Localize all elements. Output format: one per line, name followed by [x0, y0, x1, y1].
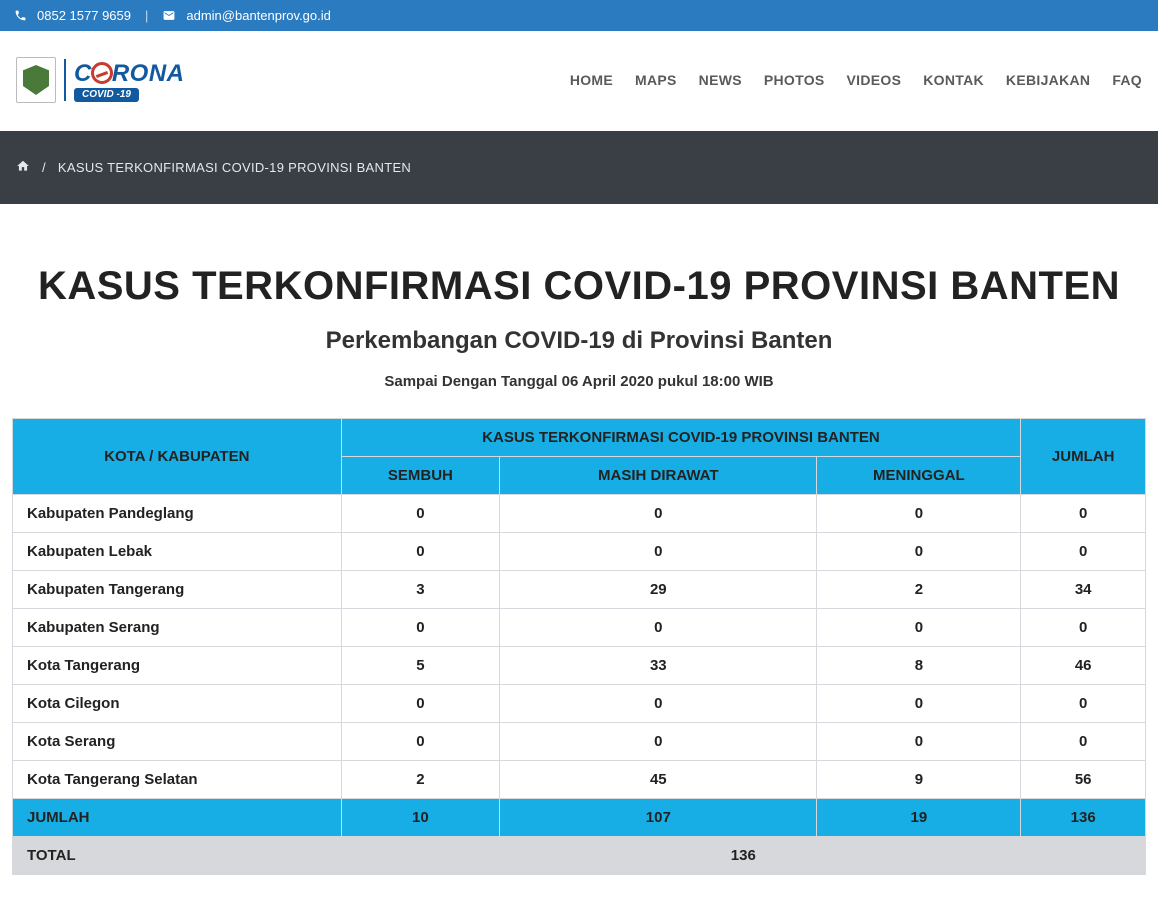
cell-region: Kota Serang	[13, 723, 342, 761]
cell-jumlah: 0	[1021, 685, 1146, 723]
cell-region: Kabupaten Tangerang	[13, 571, 342, 609]
nav-kebijakan[interactable]: KEBIJAKAN	[1006, 72, 1090, 88]
total-value: 136	[341, 837, 1145, 875]
cell-jumlah: 34	[1021, 571, 1146, 609]
phone-icon	[14, 8, 27, 23]
cell-region: Kabupaten Pandeglang	[13, 495, 342, 533]
email-icon	[162, 8, 176, 23]
cell-dirawat: 45	[500, 761, 817, 799]
table-row: Kabupaten Pandeglang0000	[13, 495, 1146, 533]
table-row: Kabupaten Serang0000	[13, 609, 1146, 647]
logo-line1-post: RONA	[112, 60, 185, 87]
cell-meninggal: 9	[817, 761, 1021, 799]
col-jumlah: JUMLAH	[1021, 419, 1146, 495]
table-row: Kota Serang0000	[13, 723, 1146, 761]
cell-sembuh: 0	[341, 685, 500, 723]
cell-meninggal: 0	[817, 723, 1021, 761]
cell-region: Kabupaten Serang	[13, 609, 342, 647]
logo-line1-pre: C	[74, 60, 92, 87]
cell-meninggal: 0	[817, 495, 1021, 533]
cell-dirawat: 33	[500, 647, 817, 685]
cell-meninggal: 8	[817, 647, 1021, 685]
cell-sembuh: 5	[341, 647, 500, 685]
col-region: KOTA / KABUPATEN	[13, 419, 342, 495]
cell-dirawat: 0	[500, 723, 817, 761]
total-label: TOTAL	[13, 837, 342, 875]
table-row: Kabupaten Lebak0000	[13, 533, 1146, 571]
cell-sembuh: 0	[341, 533, 500, 571]
cell-dirawat: 0	[500, 685, 817, 723]
cell-dirawat: 0	[500, 533, 817, 571]
breadcrumb: / KASUS TERKONFIRMASI COVID-19 PROVINSI …	[0, 131, 1158, 204]
cell-sembuh: 0	[341, 609, 500, 647]
cell-sembuh: 3	[341, 571, 500, 609]
cell-sembuh: 0	[341, 723, 500, 761]
home-icon	[16, 161, 30, 176]
cell-jumlah: 46	[1021, 647, 1146, 685]
topbar-separator: |	[141, 8, 152, 23]
sum-dirawat: 107	[500, 799, 817, 837]
nav-kontak[interactable]: KONTAK	[923, 72, 984, 88]
cell-region: Kota Tangerang Selatan	[13, 761, 342, 799]
cell-jumlah: 0	[1021, 495, 1146, 533]
cell-sembuh: 0	[341, 495, 500, 533]
cell-region: Kota Cilegon	[13, 685, 342, 723]
table-row: Kabupaten Tangerang329234	[13, 571, 1146, 609]
header: C RONA COVID -19 HOME MAPS NEWS PHOTOS VI…	[0, 35, 1158, 131]
as-of-date: Sampai Dengan Tanggal 06 April 2020 puku…	[12, 373, 1146, 390]
no-symbol-icon	[91, 62, 113, 84]
cell-dirawat: 0	[500, 495, 817, 533]
shield-icon	[16, 57, 56, 103]
cell-jumlah: 0	[1021, 533, 1146, 571]
page-title: KASUS TERKONFIRMASI COVID-19 PROVINSI BA…	[12, 264, 1146, 309]
table-row: Kota Cilegon0000	[13, 685, 1146, 723]
col-meninggal: MENINGGAL	[817, 457, 1021, 495]
nav-faq[interactable]: FAQ	[1112, 72, 1142, 88]
cell-sembuh: 2	[341, 761, 500, 799]
breadcrumb-title: KASUS TERKONFIRMASI COVID-19 PROVINSI BA…	[58, 160, 411, 175]
breadcrumb-separator: /	[42, 160, 46, 175]
cell-jumlah: 0	[1021, 723, 1146, 761]
cell-jumlah: 56	[1021, 761, 1146, 799]
cell-dirawat: 0	[500, 609, 817, 647]
nav-home[interactable]: HOME	[570, 72, 613, 88]
col-dirawat: MASIH DIRAWAT	[500, 457, 817, 495]
sum-label: JUMLAH	[13, 799, 342, 837]
logo[interactable]: C RONA COVID -19	[16, 57, 185, 103]
cell-dirawat: 29	[500, 571, 817, 609]
sum-sembuh: 10	[341, 799, 500, 837]
sum-meninggal: 19	[817, 799, 1021, 837]
breadcrumb-home[interactable]	[16, 159, 30, 176]
col-group: KASUS TERKONFIRMASI COVID-19 PROVINSI BA…	[341, 419, 1021, 457]
total-row: TOTAL136	[13, 837, 1146, 875]
logo-divider	[64, 59, 66, 101]
topbar: 0852 1577 9659 | admin@bantenprov.go.id	[0, 0, 1158, 31]
page-subtitle: Perkembangan COVID-19 di Provinsi Banten	[12, 327, 1146, 355]
logo-badge: COVID -19	[74, 88, 139, 102]
email-link[interactable]: admin@bantenprov.go.id	[186, 8, 331, 23]
nav-news[interactable]: NEWS	[699, 72, 742, 88]
main-content: KASUS TERKONFIRMASI COVID-19 PROVINSI BA…	[0, 204, 1158, 895]
cell-jumlah: 0	[1021, 609, 1146, 647]
nav-photos[interactable]: PHOTOS	[764, 72, 825, 88]
table-row: Kota Tangerang533846	[13, 647, 1146, 685]
nav-videos[interactable]: VIDEOS	[847, 72, 902, 88]
phone-link[interactable]: 0852 1577 9659	[37, 8, 131, 23]
cell-meninggal: 0	[817, 685, 1021, 723]
table-row: Kota Tangerang Selatan245956	[13, 761, 1146, 799]
nav-maps[interactable]: MAPS	[635, 72, 677, 88]
sum-jumlah: 136	[1021, 799, 1146, 837]
col-sembuh: SEMBUH	[341, 457, 500, 495]
logo-text: C RONA COVID -19	[74, 59, 185, 102]
cell-meninggal: 0	[817, 609, 1021, 647]
cell-meninggal: 0	[817, 533, 1021, 571]
cell-region: Kabupaten Lebak	[13, 533, 342, 571]
cases-table: KOTA / KABUPATEN KASUS TERKONFIRMASI COV…	[12, 418, 1146, 875]
cell-meninggal: 2	[817, 571, 1021, 609]
main-nav: HOME MAPS NEWS PHOTOS VIDEOS KONTAK KEBI…	[570, 72, 1142, 88]
sum-row: JUMLAH1010719136	[13, 799, 1146, 837]
cell-region: Kota Tangerang	[13, 647, 342, 685]
